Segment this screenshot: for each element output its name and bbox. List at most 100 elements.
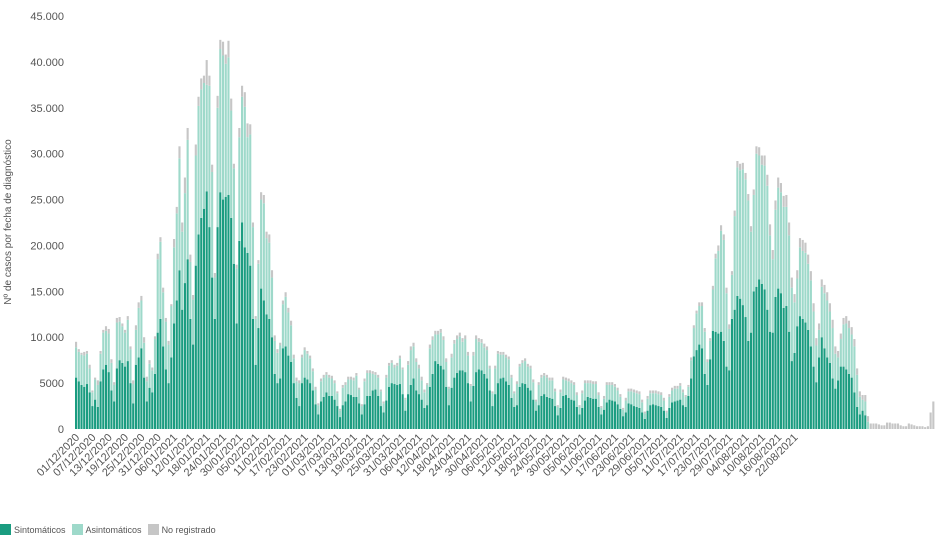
- bar-sintomaticos: [771, 332, 774, 429]
- bar-sintomaticos: [265, 314, 268, 429]
- bar-sintomaticos: [75, 377, 78, 429]
- bar-no-registrado: [99, 350, 102, 354]
- bar-no-registrado: [583, 380, 587, 384]
- bar-asintomaticos: [510, 377, 513, 398]
- bar-sintomaticos: [349, 395, 352, 429]
- bar-no-registrado: [290, 320, 293, 326]
- bar-sintomaticos: [159, 318, 162, 429]
- bar-no-registrado: [243, 92, 246, 107]
- bar-asintomaticos: [126, 319, 129, 362]
- bar-no-registrado: [739, 163, 742, 171]
- bar-sintomaticos: [132, 403, 135, 429]
- bar-sintomaticos: [99, 381, 102, 429]
- bar-asintomaticos: [839, 339, 842, 367]
- bar-no-registrado: [281, 300, 284, 305]
- bar-no-registrado: [77, 349, 80, 352]
- bar-sintomaticos: [575, 406, 578, 429]
- bar-asintomaticos: [513, 393, 516, 407]
- bar-asintomaticos: [374, 374, 377, 390]
- bar-asintomaticos: [695, 313, 698, 351]
- bar-sintomaticos: [722, 340, 725, 429]
- bar-asintomaticos: [643, 413, 646, 419]
- bar-no-registrado: [886, 422, 889, 429]
- bar-no-registrado: [172, 239, 176, 248]
- bar-sintomaticos: [221, 199, 225, 429]
- bar-asintomaticos: [779, 192, 782, 294]
- bar-asintomaticos: [159, 241, 162, 319]
- bar-sintomaticos: [442, 369, 445, 429]
- bar-no-registrado: [564, 377, 567, 381]
- bar-no-registrado: [485, 346, 489, 351]
- bar-sintomaticos: [736, 295, 739, 429]
- bar-no-registrado: [260, 192, 263, 200]
- bar-asintomaticos: [456, 339, 459, 374]
- bar-no-registrado: [845, 316, 848, 324]
- bar-asintomaticos: [328, 377, 331, 396]
- bar-sintomaticos: [262, 300, 265, 429]
- bar-no-registrado: [690, 357, 693, 361]
- bar-sintomaticos: [80, 384, 83, 429]
- bar-asintomaticos: [300, 357, 304, 384]
- bar-no-registrado: [703, 328, 706, 332]
- bar-sintomaticos: [491, 406, 494, 429]
- bar-no-registrado: [338, 408, 342, 411]
- bar-asintomaticos: [134, 329, 137, 365]
- bar-no-registrado: [668, 394, 671, 397]
- bar-sintomaticos: [284, 346, 287, 429]
- bar-asintomaticos: [828, 311, 831, 363]
- bar-sintomaticos: [115, 368, 118, 429]
- bar-no-registrado: [115, 317, 118, 323]
- bar-no-registrado: [355, 373, 358, 376]
- bar-sintomaticos: [458, 370, 461, 429]
- bar-asintomaticos: [211, 172, 214, 278]
- bar-asintomaticos: [480, 342, 483, 371]
- bar-sintomaticos: [613, 401, 616, 429]
- bar-no-registrado: [853, 339, 856, 347]
- bar-sintomaticos: [129, 383, 132, 429]
- bar-asintomaticos: [162, 292, 165, 347]
- bar-sintomaticos: [499, 378, 502, 429]
- bar-sintomaticos: [330, 395, 333, 429]
- bar-sintomaticos: [423, 407, 426, 429]
- bar-no-registrado: [698, 302, 701, 307]
- bar-sintomaticos: [404, 410, 407, 429]
- bar-asintomaticos: [534, 401, 538, 411]
- bar-asintomaticos: [847, 328, 851, 374]
- bar-no-registrado: [417, 364, 421, 369]
- bar-sintomaticos: [385, 400, 388, 429]
- bar-sintomaticos: [545, 396, 548, 429]
- bar-sintomaticos: [377, 395, 380, 429]
- bar-sintomaticos: [273, 373, 276, 429]
- bar-asintomaticos: [281, 304, 284, 349]
- bar-asintomaticos: [823, 293, 826, 349]
- bar-asintomaticos: [352, 380, 355, 397]
- bar-sintomaticos: [673, 401, 676, 429]
- bar-no-registrado: [733, 210, 736, 217]
- bar-asintomaticos: [319, 381, 323, 402]
- bar-asintomaticos: [407, 364, 410, 395]
- bar-sintomaticos: [164, 369, 167, 429]
- bar-no-registrado: [896, 423, 900, 429]
- bar-no-registrado: [295, 377, 298, 382]
- bar-no-registrado: [861, 395, 864, 400]
- bar-sintomaticos: [151, 392, 154, 429]
- bar-no-registrado: [624, 397, 627, 401]
- bar-sintomaticos: [224, 196, 227, 429]
- bar-asintomaticos: [763, 165, 766, 290]
- bar-sintomaticos: [85, 384, 89, 429]
- bar-asintomaticos: [409, 350, 412, 385]
- bar-asintomaticos: [551, 380, 554, 399]
- bar-asintomaticos: [777, 187, 780, 289]
- bar-sintomaticos: [300, 383, 304, 429]
- bar-sintomaticos: [197, 234, 200, 429]
- bar-asintomaticos: [681, 392, 685, 406]
- bar-sintomaticos: [556, 415, 559, 429]
- bar-asintomaticos: [115, 322, 118, 369]
- bar-asintomaticos: [398, 358, 401, 385]
- bar-sintomaticos: [172, 323, 176, 429]
- bar-asintomaticos: [540, 377, 543, 396]
- bar-sintomaticos: [230, 217, 233, 429]
- bar-no-registrado: [929, 412, 932, 429]
- bar-no-registrado: [526, 363, 529, 367]
- y-tick-label: 15.000: [30, 286, 64, 298]
